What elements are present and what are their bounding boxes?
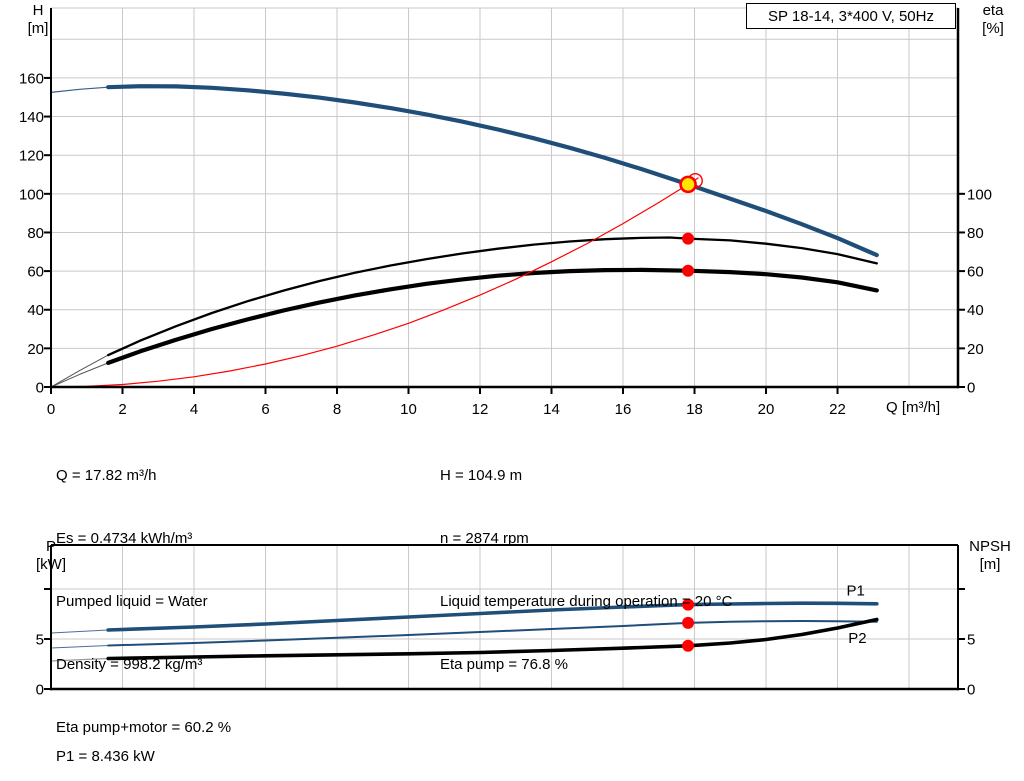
- y-tick-label: 80: [27, 225, 44, 242]
- x-tick-label: 10: [400, 401, 417, 418]
- info-line: P1 = 8.436 kW: [56, 748, 155, 765]
- curve-label-p2: P2: [848, 630, 866, 647]
- y-tick-label: 160: [19, 70, 44, 87]
- p2-point-marker: [682, 616, 695, 629]
- y-tick-label: 0: [36, 682, 44, 699]
- y-tick-label: 100: [967, 186, 992, 203]
- x-tick-label: 16: [615, 401, 632, 418]
- duty-info-left: Q = 17.82 m³/h Es = 0.4734 kWh/m³ Pumped…: [56, 423, 231, 780]
- curve-label-p1: P1: [846, 583, 864, 600]
- pump-title: SP 18-14, 3*400 V, 50Hz: [768, 7, 934, 25]
- power-info: P1 = 8.436 kW P2 = 6.614 kW NPSH = 4.32 …: [56, 704, 161, 781]
- head-curve-lead: [50, 86, 109, 93]
- p2-lead: [50, 645, 109, 649]
- x-tick-label: 2: [118, 401, 126, 418]
- y-tick-label: 20: [27, 341, 44, 358]
- y-tick-label: 40: [27, 302, 44, 319]
- eta-pump-lead: [50, 354, 109, 388]
- x-tick-label: 14: [543, 401, 560, 418]
- y-tick-label: 100: [19, 186, 44, 203]
- p1-point-marker: [682, 598, 695, 611]
- info-line: Eta pump = 76.8 %: [440, 656, 568, 673]
- y-tick-label: 5: [36, 632, 44, 649]
- eta-axis-label: eta [%]: [982, 2, 1004, 37]
- npsh-curve: [106, 617, 879, 661]
- info-line: Density = 998.2 kg/m³: [56, 656, 203, 673]
- pump-title-box: SP 18-14, 3*400 V, 50Hz: [746, 3, 956, 29]
- info-line: Pumped liquid = Water: [56, 593, 208, 610]
- p-axis-label: P [kW]: [36, 538, 66, 573]
- x-tick-label: 8: [333, 401, 341, 418]
- duty-point-marker: [679, 175, 697, 194]
- npsh-axis-label: NPSH [m]: [969, 538, 1011, 573]
- x-tick-label: 0: [47, 401, 55, 418]
- y-tick-label: 140: [19, 109, 44, 126]
- h-axis-label: H [m]: [27, 2, 49, 37]
- info-line: Es = 0.4734 kWh/m³: [56, 530, 193, 547]
- eta-pump-curve: [107, 236, 878, 357]
- y-tick-label: 60: [27, 264, 44, 281]
- x-tick-label: 4: [190, 401, 198, 418]
- y-tick-label: 0: [36, 380, 44, 397]
- system-curve: [50, 177, 699, 388]
- info-line: Eta pump+motor = 60.2 %: [56, 719, 232, 736]
- npsh-lead: [50, 657, 109, 662]
- y-tick-label: 120: [19, 148, 44, 165]
- x-tick-label: 6: [261, 401, 269, 418]
- eta-pump-motor-point-marker: [682, 264, 695, 277]
- x-tick-label: 20: [758, 401, 775, 418]
- y-tick-label: 60: [967, 264, 984, 281]
- head-curve: [106, 84, 879, 258]
- eta-pump-point-marker: [682, 232, 695, 245]
- q-axis-label: Q [m³/h]: [886, 399, 941, 416]
- y-tick-label: 5: [967, 632, 975, 649]
- p1-curve: [106, 601, 879, 632]
- y-tick-label: 80: [967, 225, 984, 242]
- info-line: Liquid temperature during operation = 20…: [440, 593, 733, 610]
- info-line: n = 2874 rpm: [440, 530, 529, 547]
- info-line: H = 104.9 m: [440, 467, 523, 484]
- y-tick-label: 0: [967, 380, 975, 397]
- p1-lead: [50, 629, 109, 634]
- y-tick-label: 40: [967, 302, 984, 319]
- p2-curve: [107, 620, 878, 647]
- duty-info-right: H = 104.9 m n = 2874 rpm Liquid temperat…: [440, 423, 732, 717]
- eta-pump-motor-curve: [106, 267, 879, 365]
- eta-pump-motor-lead: [50, 362, 109, 388]
- info-line: Q = 17.82 m³/h: [56, 467, 157, 484]
- y-tick-label: 0: [967, 682, 975, 699]
- npsh-point-marker: [682, 639, 695, 652]
- x-tick-label: 12: [472, 401, 489, 418]
- x-tick-label: 22: [829, 401, 846, 418]
- x-tick-label: 18: [686, 401, 703, 418]
- y-tick-label: 20: [967, 341, 984, 358]
